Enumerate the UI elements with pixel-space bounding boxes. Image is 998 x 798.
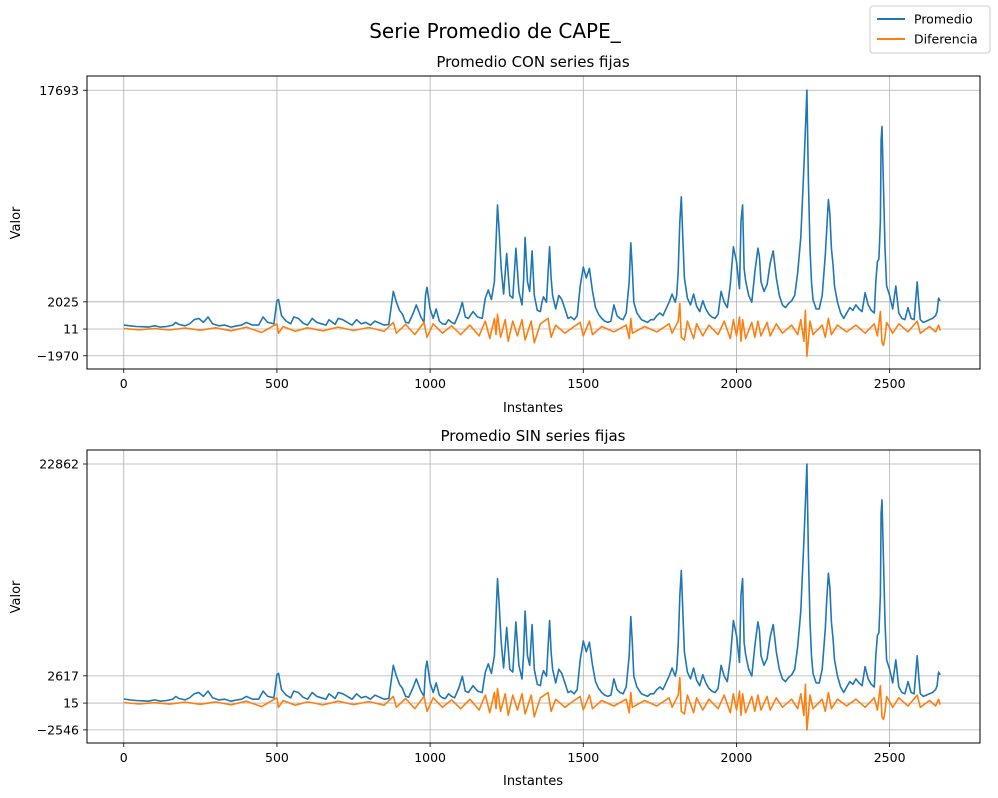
- subplot-sin-ticks: 0 500 1000 1500 2000 2500 −2546 15 2617 22862: [37, 457, 906, 765]
- subplot-sin-xlabel: Instantes: [503, 774, 563, 789]
- subplot-con-ylabel: Valor: [9, 206, 24, 239]
- subplot-con-series-promedio: [123, 89, 941, 328]
- subplot-sin-ytick-label: 2617: [47, 668, 79, 683]
- subplot-con-ytick-label: 2025: [47, 294, 79, 309]
- subplot-con-series: [123, 89, 941, 357]
- subplot-sin-title: Promedio SIN series fijas: [440, 427, 625, 445]
- subplot-con-ticks: 0 500 1000 1500 2000 2500 −1970 11 2025 17693: [37, 83, 906, 391]
- subplot-sin-xtick-label: 2500: [874, 750, 906, 765]
- subplot-con-xlabel: Instantes: [503, 401, 563, 416]
- subplot-sin-ytick-label: −2546: [37, 722, 79, 737]
- subplot-sin-frame: [86, 449, 981, 744]
- subplot-con-ytick-label: 11: [63, 322, 79, 337]
- subplot-con-title: Promedio CON series fijas: [436, 53, 630, 71]
- subplot-con-xtick-label: 500: [265, 376, 289, 391]
- subplot-sin-ytick-label: 15: [63, 696, 79, 711]
- subplot-sin-series-diferencia: [123, 676, 941, 731]
- subplot-con-xtick-label: 2000: [721, 376, 753, 391]
- subplot-sin-xtick-label: 2000: [721, 750, 753, 765]
- subplot-sin-xtick-label: 0: [120, 750, 128, 765]
- subplot-con-xtick-label: 1500: [567, 376, 599, 391]
- subplot-sin-ytick-label: 22862: [39, 457, 79, 472]
- subplot-con-ytick-label: −1970: [37, 348, 79, 363]
- subplot-sin: Promedio SIN series fijas 0 500 1000 1500 20…: [9, 427, 981, 789]
- subplot-sin-xtick-label: 500: [265, 750, 289, 765]
- legend: Promedio Diferencia: [869, 5, 991, 54]
- subplot-sin-ylabel: Valor: [9, 580, 24, 613]
- subplot-con-xtick-label: 2500: [874, 376, 906, 391]
- subplot-con: Promedio CON series fijas 0 500 1000 1500 20…: [9, 53, 981, 416]
- legend-label-promedio: Promedio: [914, 12, 973, 27]
- subplot-con-xtick-label: 0: [120, 376, 128, 391]
- subplot-con-xtick-label: 1000: [414, 376, 446, 391]
- legend-label-diferencia: Diferencia: [914, 32, 978, 47]
- legend-frame: [869, 5, 991, 54]
- subplot-sin-xtick-label: 1500: [567, 750, 599, 765]
- subplot-sin-xtick-label: 1000: [414, 750, 446, 765]
- subplot-con-frame: [86, 75, 981, 370]
- subplot-sin-series: [123, 463, 941, 731]
- subplot-con-series-diferencia: [123, 302, 941, 357]
- subplot-sin-series-promedio: [123, 463, 941, 702]
- subplot-con-ytick-label: 17693: [39, 83, 79, 98]
- figure-suptitle: Serie Promedio de CAPE_: [369, 19, 622, 43]
